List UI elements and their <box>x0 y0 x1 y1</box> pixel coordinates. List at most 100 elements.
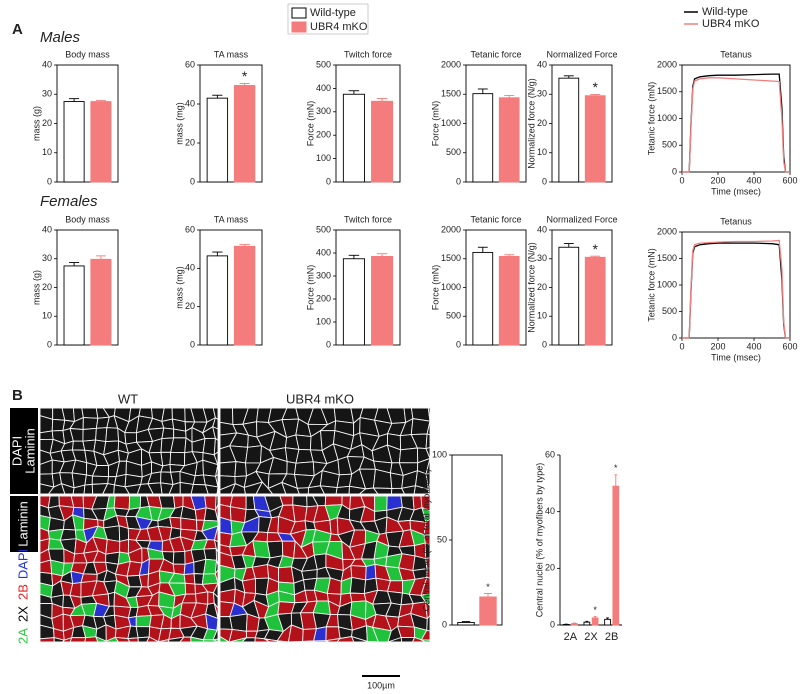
myofiber <box>81 407 99 419</box>
y-tick-label: 0 <box>326 176 331 186</box>
legend-label: UBR4 mKO <box>310 21 368 33</box>
plot-frame <box>56 64 119 183</box>
myofiber <box>69 637 87 643</box>
significance-marker: * <box>592 79 598 95</box>
y-tick-label: 1500 <box>657 253 677 263</box>
myofiber <box>219 516 233 535</box>
myofiber <box>82 439 97 452</box>
myofiber <box>39 637 55 643</box>
y-tick-label: 1000 <box>441 282 461 292</box>
panel-label: A <box>12 21 23 38</box>
myofiber <box>241 578 257 594</box>
myofiber <box>183 561 195 576</box>
myofiber <box>425 433 431 450</box>
bar <box>558 77 580 183</box>
label-box <box>10 496 38 552</box>
y-axis-label: Force (mN) <box>430 101 440 147</box>
plot-frame <box>199 229 263 346</box>
y-tick-label: 200 <box>316 293 331 303</box>
y-tick-label: 20 <box>42 282 52 292</box>
y-tick-label: 0 <box>326 339 331 349</box>
y-axis-label: Tetanic force (mN) <box>646 248 656 322</box>
y-tick-label: 400 <box>316 247 331 257</box>
x-tick-label: 2A <box>564 631 578 643</box>
y-tick-label: 0 <box>190 339 195 349</box>
plot-frame <box>551 229 613 346</box>
y-tick-label: 100 <box>316 316 331 326</box>
myofiber <box>95 427 108 443</box>
bar <box>371 256 394 346</box>
x-tick-label: 600 <box>782 341 797 351</box>
myofiber <box>119 538 130 555</box>
y-axis-label: Normalized force (N/g) <box>526 78 536 169</box>
y-tick-label: 0 <box>47 339 52 349</box>
plot-frame <box>335 64 401 183</box>
stain-label: Laminin <box>22 428 37 474</box>
myofiber <box>216 486 219 495</box>
y-tick-label: 0 <box>542 176 547 186</box>
stain-label: DAPI <box>15 549 30 579</box>
chart-title: Tetanic force <box>470 49 521 59</box>
myofiber <box>266 540 284 559</box>
bar <box>591 617 599 626</box>
myofiber <box>135 615 152 628</box>
y-tick-label: 10 <box>42 147 52 157</box>
x-tick-label: 200 <box>710 175 725 185</box>
myofiber <box>39 430 54 441</box>
y-tick-label: 10 <box>537 311 547 321</box>
plot-frame <box>335 229 401 346</box>
y-tick-label: 1500 <box>441 253 461 263</box>
plot-frame <box>681 231 791 339</box>
stain-label: 2A <box>15 628 30 644</box>
myofiber <box>245 445 262 464</box>
y-tick-label: 60 <box>185 224 195 234</box>
bar <box>342 93 365 183</box>
myofiber <box>135 626 151 639</box>
trace <box>682 239 790 339</box>
myofiber <box>203 558 218 575</box>
bar <box>498 256 520 346</box>
myofiber <box>398 447 419 464</box>
y-tick-label: 2000 <box>441 59 461 69</box>
myofiber <box>39 559 53 575</box>
chart-title: TA mass <box>214 49 249 59</box>
chart-title: Normalized Force <box>546 214 617 224</box>
chart-title: Tetanus <box>720 216 752 226</box>
y-tick-label: 1000 <box>657 113 677 123</box>
trace <box>682 77 790 173</box>
myofiber <box>389 472 404 489</box>
y-tick-label: 30 <box>537 89 547 99</box>
myofiber <box>234 461 247 478</box>
y-tick-label: 40 <box>42 224 52 234</box>
chart-title: Tetanic force <box>470 214 521 224</box>
y-tick-label: 20 <box>537 282 547 292</box>
y-tick-label: 500 <box>662 306 677 316</box>
y-tick-label: 20 <box>185 137 195 147</box>
myofiber <box>160 451 172 467</box>
myofiber <box>296 487 310 495</box>
y-tick-label: 500 <box>446 311 461 321</box>
y-tick-label: 2000 <box>657 59 677 69</box>
bar <box>612 485 620 626</box>
x-tick-label: 200 <box>710 341 725 351</box>
bar <box>584 95 606 183</box>
y-tick-label: 0 <box>190 176 195 186</box>
y-tick-label: 30 <box>42 253 52 263</box>
y-tick-label: 40 <box>185 263 195 273</box>
stain-label: 2X <box>15 606 30 622</box>
y-tick-label: 0 <box>550 619 555 629</box>
plot-frame <box>681 64 791 173</box>
x-tick-label: 600 <box>782 175 797 185</box>
myofiber <box>107 591 115 607</box>
myofiber <box>83 483 94 495</box>
y-axis-label: Central nuclei (% of total myofibers) <box>421 469 431 612</box>
y-tick-label: 0 <box>672 166 677 176</box>
stain-label: DAPI <box>9 436 24 466</box>
y-tick-label: 400 <box>316 83 331 93</box>
myofiber <box>170 437 187 454</box>
chart-title: Twitch force <box>344 214 392 224</box>
x-tick-label: 0 <box>679 175 684 185</box>
y-tick-label: 40 <box>185 98 195 108</box>
y-tick-label: 2000 <box>657 226 677 236</box>
bar <box>63 101 85 183</box>
